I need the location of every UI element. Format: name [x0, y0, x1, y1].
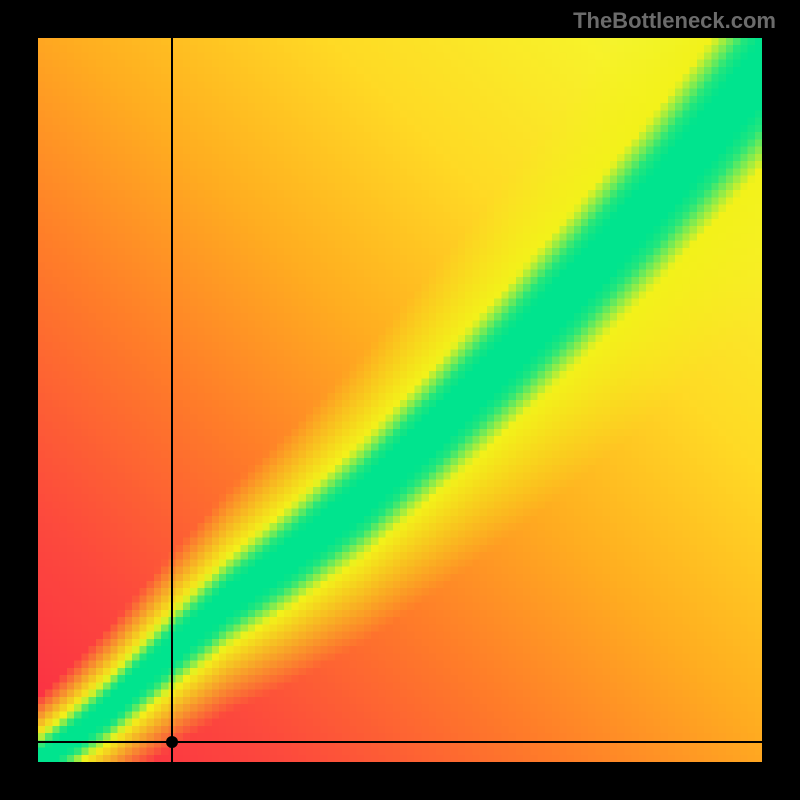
heatmap-canvas: [38, 38, 762, 762]
heatmap-plot-area: [38, 38, 762, 762]
attribution-text: TheBottleneck.com: [573, 8, 776, 34]
chart-frame: TheBottleneck.com: [0, 0, 800, 800]
crosshair-vertical: [171, 38, 173, 762]
crosshair-horizontal: [38, 741, 762, 743]
